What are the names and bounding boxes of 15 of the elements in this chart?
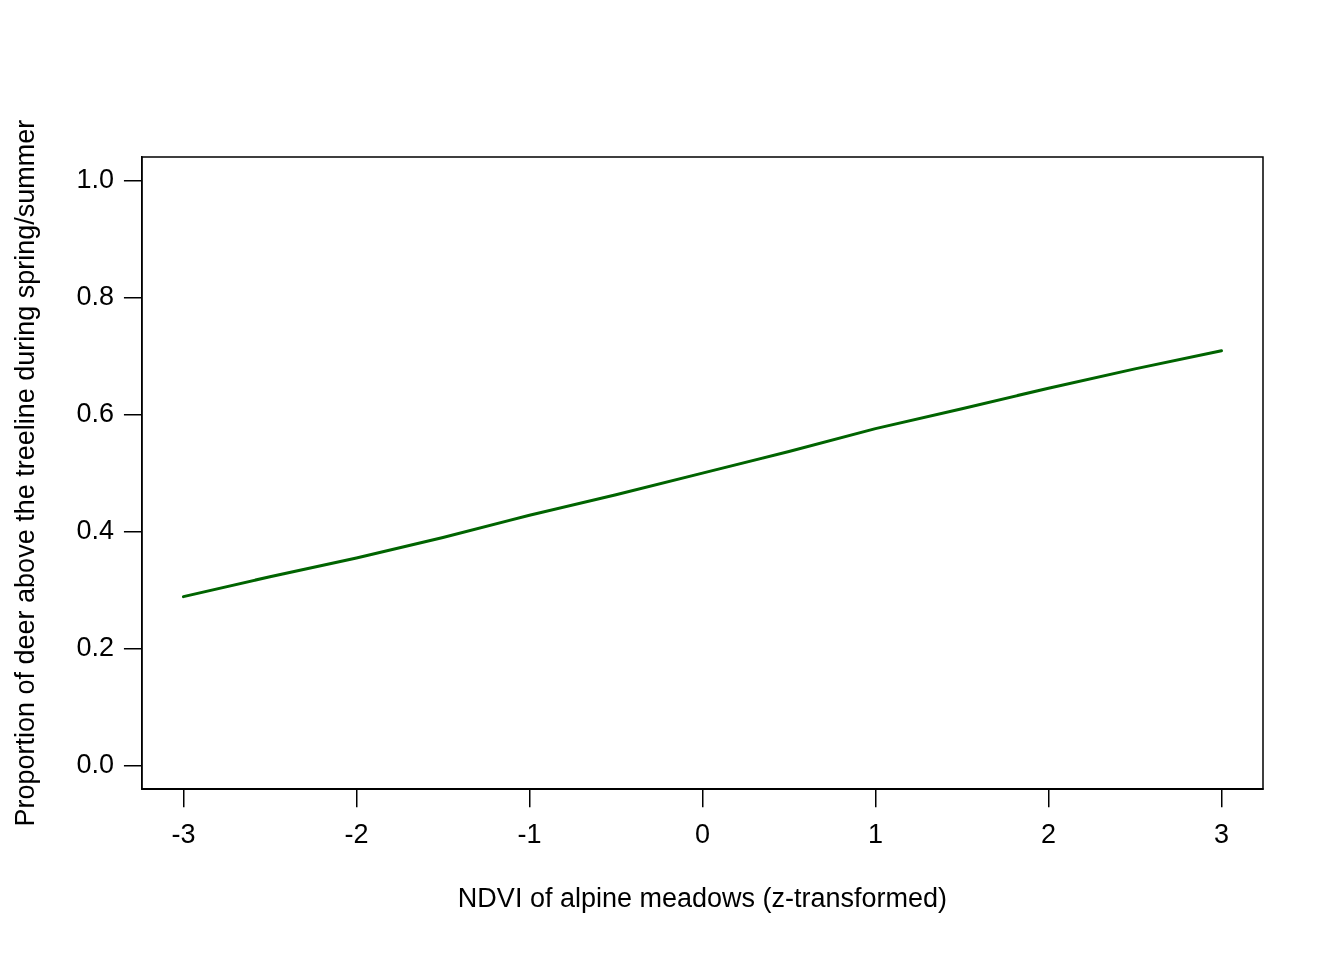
y-tick-label: 0.0 <box>76 749 114 780</box>
x-tick-label: 1 <box>867 818 883 849</box>
x-tick-label: -3 <box>171 818 196 849</box>
x-tick-label: -1 <box>517 818 542 849</box>
y-tick-label: 0.6 <box>76 398 114 429</box>
x-axis-title: NDVI of alpine meadows (z-transformed) <box>457 883 948 914</box>
x-tick-label: 2 <box>1040 818 1056 849</box>
y-tick-label: 0.4 <box>76 515 114 546</box>
y-tick-label: 0.2 <box>76 632 114 663</box>
x-tick-label: -2 <box>344 818 369 849</box>
y-axis-title: Proportion of deer above the treeline during spring/summer <box>9 119 40 827</box>
x-tick-label: 3 <box>1213 818 1229 849</box>
y-tick-label: 1.0 <box>76 163 114 194</box>
y-tick-label: 0.8 <box>76 280 114 311</box>
x-tick-label: 0 <box>694 818 710 849</box>
